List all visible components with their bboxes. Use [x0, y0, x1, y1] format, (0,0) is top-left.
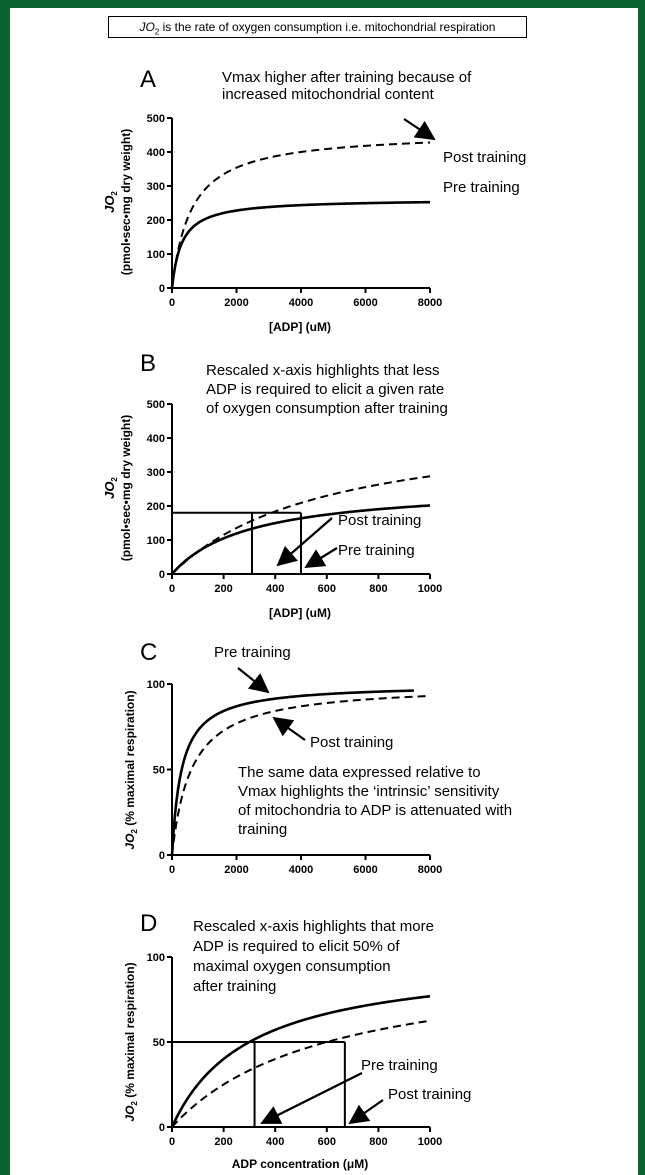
x-tick-label: 2000	[224, 297, 248, 309]
y-tick-label: 50	[153, 765, 165, 777]
annotation-line: maximal oxygen consumption	[193, 958, 391, 975]
y-tick-label: 200	[147, 215, 165, 227]
series-pre-training	[170, 200, 431, 289]
figure-caption: JO2 is the rate of oxygen consumption i.…	[108, 16, 527, 38]
x-tick-label: 4000	[289, 864, 313, 876]
annotation-arrow	[272, 716, 306, 741]
y-tick-label: 100	[147, 679, 165, 691]
series-label: Post training	[443, 149, 526, 166]
x-tick-label: 600	[318, 1136, 336, 1148]
series-pre-training	[170, 689, 414, 856]
y-tick-label: 100	[147, 249, 165, 261]
annotation-line: Rescaled x-axis highlights that less	[206, 362, 439, 379]
x-tick-label: 0	[169, 1136, 175, 1148]
series-label: Post training	[338, 512, 421, 529]
y-axis-label: JO2 (% maximal respiration)	[123, 962, 139, 1121]
y-tick-label: 200	[147, 501, 165, 513]
series-label: Post training	[388, 1086, 471, 1103]
x-tick-label: 8000	[418, 297, 442, 309]
y-tick-label: 0	[159, 850, 165, 862]
x-axis-label: ADP concentration (μM)	[232, 1157, 368, 1171]
annotation-arrow	[304, 547, 338, 569]
y-tick-label: 100	[147, 535, 165, 547]
series-label: Pre training	[338, 542, 415, 559]
chart-panel-b: B Rescaled x-axis highlights that less ADP…	[102, 350, 448, 620]
x-tick-label: 0	[169, 583, 175, 595]
figure-panel	[10, 8, 638, 1175]
panel-letter: B	[140, 350, 156, 377]
chart-panel-c: C The same data expressed relative to Vmax…	[123, 639, 512, 876]
x-tick-label: 400	[266, 1136, 284, 1148]
annotation-line: Vmax highlights the ‘intrinsic’ sensitiv…	[238, 783, 500, 800]
x-tick-label: 6000	[353, 297, 377, 309]
series-label: Pre training	[443, 179, 520, 196]
annotation-line: ADP is required to elicit a given rate	[206, 381, 444, 398]
annotation-line: The same data expressed relative to	[238, 764, 481, 781]
chart-panel-a: A Vmax higher after training because ofin…	[102, 66, 526, 334]
x-tick-label: 200	[214, 583, 232, 595]
x-tick-label: 0	[169, 297, 175, 309]
series-post-training	[171, 475, 431, 575]
x-tick-label: 4000	[289, 297, 313, 309]
series-post-training	[171, 1019, 431, 1128]
x-tick-label: 1000	[418, 583, 442, 595]
y-axis-label: JO2	[102, 191, 119, 213]
series-pre-training	[170, 994, 431, 1128]
annotation-arrow	[260, 1072, 363, 1124]
y-tick-label: 400	[147, 433, 165, 445]
y-tick-label: 500	[147, 399, 165, 411]
y-tick-label: 500	[147, 113, 165, 125]
annotation-line: ADP is required to elicit 50% of	[193, 938, 400, 955]
series-label: Pre training	[214, 644, 291, 661]
panel-letter: D	[140, 910, 157, 937]
series-post-training	[171, 141, 431, 289]
annotation-line: Vmax higher after training because of	[222, 69, 472, 86]
y-tick-label: 300	[147, 467, 165, 479]
x-tick-label: 1000	[418, 1136, 442, 1148]
annotation-line: after training	[193, 978, 276, 995]
series-label: Post training	[310, 734, 393, 751]
annotation-line: Rescaled x-axis highlights that more	[193, 918, 434, 935]
x-tick-label: 600	[318, 583, 336, 595]
series-pre-training	[171, 504, 431, 575]
x-tick-label: 8000	[418, 864, 442, 876]
x-tick-label: 6000	[353, 864, 377, 876]
y-tick-label: 0	[159, 569, 165, 581]
annotation-line: of oxygen consumption after training	[206, 400, 448, 417]
annotation-line: training	[238, 821, 287, 838]
x-tick-label: 200	[214, 1136, 232, 1148]
panel-letter: A	[140, 66, 156, 93]
annotation-arrow	[348, 1099, 384, 1125]
y-tick-label: 0	[159, 283, 165, 295]
annotation-line: increased mitochondrial content	[222, 86, 435, 103]
annotation-arrow	[276, 517, 333, 567]
caption-text: is the rate of oxygen consumption i.e. m…	[159, 20, 496, 34]
y-axis-units: (pmol•sec•mg dry weight)	[119, 129, 133, 275]
y-axis-label: JO2	[102, 477, 119, 499]
caption-jo: JO	[139, 20, 155, 34]
chart-panel-d: D Rescaled x-axis highlights that more ADP…	[123, 910, 471, 1171]
series-label: Pre training	[361, 1057, 438, 1074]
y-tick-label: 50	[153, 1037, 165, 1049]
y-axis-units: (pmol•sec•mg dry weight)	[119, 415, 133, 561]
y-tick-label: 300	[147, 181, 165, 193]
y-axis-label: JO2 (% maximal respiration)	[123, 690, 139, 849]
x-tick-label: 400	[266, 583, 284, 595]
annotation-arrow	[403, 118, 436, 141]
x-tick-label: 800	[369, 1136, 387, 1148]
x-tick-label: 0	[169, 864, 175, 876]
caption-sub: 2	[154, 27, 160, 37]
y-tick-label: 400	[147, 147, 165, 159]
x-tick-label: 2000	[224, 864, 248, 876]
y-tick-label: 0	[159, 1122, 165, 1134]
panel-letter: C	[140, 639, 157, 666]
x-tick-label: 800	[369, 583, 387, 595]
annotation-line: of mitochondria to ADP is attenuated wit…	[238, 802, 512, 819]
x-axis-label: [ADP] (uM)	[269, 320, 331, 334]
annotation-arrow	[237, 667, 270, 694]
y-tick-label: 100	[147, 952, 165, 964]
x-axis-label: [ADP] (uM)	[269, 606, 331, 620]
